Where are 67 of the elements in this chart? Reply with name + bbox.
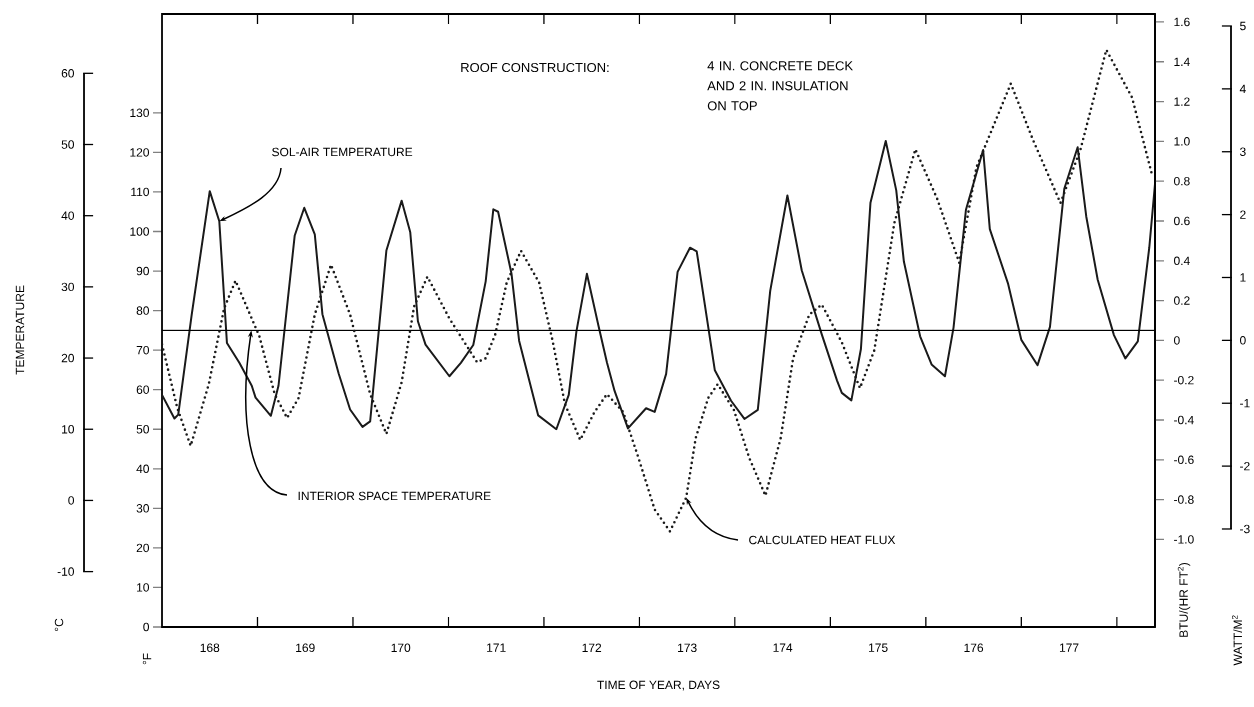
x-tick-label: 173: [678, 643, 697, 653]
y2-axis-title: BTU/(HR FT$^{2}$): [1177, 562, 1191, 637]
x-tick-label: 171: [487, 643, 506, 652]
text: 0: [1240, 336, 1246, 345]
x-axis-title: TIME OF YEAR, DAYS: [597, 680, 720, 691]
text: TEMPERATURE: [15, 285, 25, 375]
y2-tick-label: 0.2: [1174, 296, 1190, 305]
text: -2: [1240, 461, 1250, 471]
y-tick-label: 40: [136, 464, 150, 474]
y3-tick-label: 50: [61, 140, 75, 149]
y3-tick-label: 40: [61, 211, 75, 220]
y-tick-label: 70: [136, 345, 150, 355]
x-tick-label: 174: [773, 643, 793, 652]
y2-tick-label: 1.6: [1174, 17, 1190, 27]
y-tick-label: 80: [136, 306, 150, 315]
text: SOL-AIR TEMPERATURE: [272, 147, 413, 157]
y-tick-label: 0: [143, 622, 150, 632]
y2-tick-label: 0: [1174, 336, 1180, 345]
y-tick-label: 10: [137, 583, 150, 592]
x-tick-label: 170: [391, 643, 411, 653]
x-tick-label: 175: [869, 643, 888, 652]
y-axis-title: °F: [142, 653, 152, 665]
y-tick-label: 100: [130, 227, 150, 236]
y2-tick-label: -0.6: [1174, 455, 1194, 465]
y-tick-label: 120: [130, 148, 150, 157]
text: 1: [1240, 273, 1246, 282]
annotation: 4 IN. CONCRETE DECK AND 2 IN. INSULATION ON TOP: [707, 61, 853, 111]
text: CALCULATED HEAT FLUX: [749, 535, 896, 545]
y3-tick-label: 30: [61, 282, 75, 292]
y3-tick-label: 20: [61, 353, 75, 363]
y2-tick-label: -0.4: [1174, 415, 1194, 425]
text: 5: [1240, 21, 1246, 31]
text: WATT/M$^{2}$: [1231, 615, 1243, 666]
y3-tick-label: 60: [61, 69, 75, 78]
y3-axis-title: °C: [54, 618, 64, 631]
y2-tick-label: 1.0: [1174, 137, 1190, 146]
y2-tick-label: 1.4: [1174, 57, 1190, 66]
text: 2: [1240, 210, 1246, 219]
x-tick-label: 168: [200, 643, 220, 653]
y2-tick-label: 0.4: [1174, 256, 1190, 266]
x-tick-label: 172: [582, 643, 602, 652]
y-tick-label: 60: [136, 385, 150, 394]
y3-tick-label: -10: [57, 567, 75, 576]
y-tick-label: 90: [136, 266, 150, 276]
y2-tick-label: -0.2: [1174, 375, 1194, 385]
x-tick-label: 177: [1059, 643, 1079, 652]
ref-line-label: INTERIOR SPACE TEMPERATURE: [298, 491, 491, 501]
y-tick-label: 50: [136, 425, 150, 434]
y3-tick-label: 10: [62, 425, 75, 434]
y3-tick-label: 0: [68, 496, 75, 505]
annotation: ROOF CONSTRUCTION:: [461, 62, 609, 73]
y2-tick-label: 0.6: [1174, 216, 1190, 226]
y2-tick-label: -1.0: [1174, 535, 1194, 544]
y-tick-label: 20: [136, 543, 150, 553]
x-tick-label: 176: [964, 643, 984, 653]
text: 4: [1239, 84, 1246, 93]
y2-tick-label: 0.8: [1174, 176, 1190, 186]
text: -3: [1240, 524, 1250, 534]
line-series: [162, 48, 1154, 533]
text: 3: [1239, 147, 1246, 156]
y-tick-label: 30: [136, 504, 150, 513]
y-tick-label: 110: [131, 187, 150, 197]
y2-tick-label: 1.2: [1174, 97, 1190, 106]
x-tick-label: 169: [296, 643, 315, 653]
y-tick-label: 130: [130, 108, 150, 118]
text: -1: [1240, 399, 1250, 408]
y2-tick-label: -0.8: [1174, 495, 1194, 504]
